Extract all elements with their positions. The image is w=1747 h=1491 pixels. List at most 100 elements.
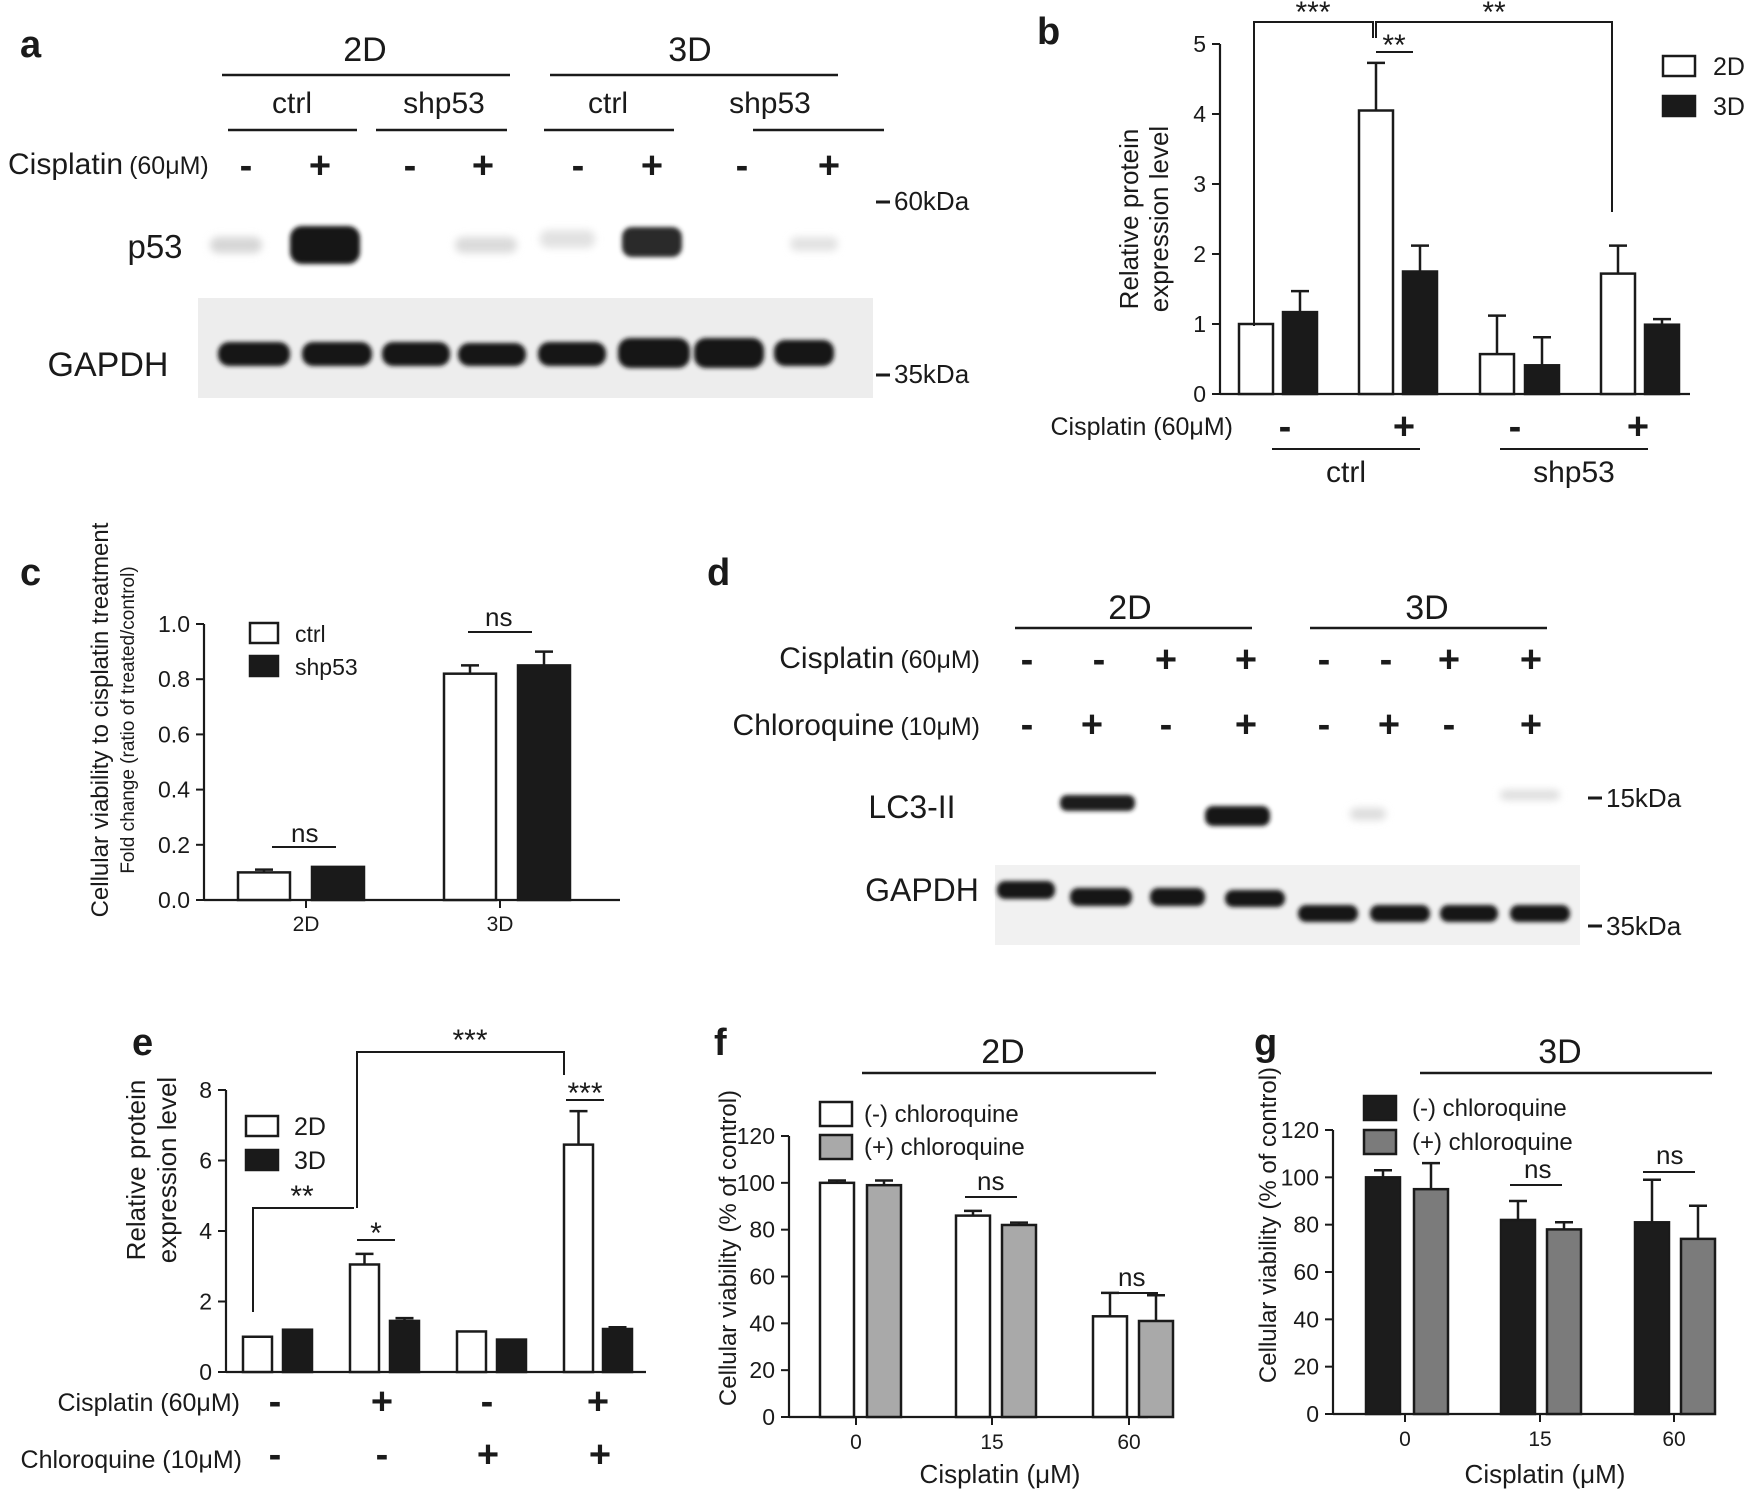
significance-bracket [1253,21,1374,326]
cisplatin-sign: + [1155,639,1177,681]
marker-60kda: 60kDa [894,186,970,216]
sub-label-shp53-3d: shp53 [729,87,811,120]
chloroquine-sign: + [1235,704,1257,746]
y-axis-title-line1: Relative protein [121,1080,151,1261]
cisplatin-conc: (60μM) [900,646,980,674]
band [218,342,290,366]
y-tick-label: 1 [1193,311,1206,337]
cisplatin-sign: - [1093,639,1106,681]
bars [241,1109,634,1374]
condition-label: Cisplatin (60μM) [1050,413,1233,441]
x-tick-label: 15 [980,1431,1003,1454]
bar [455,1330,488,1374]
y-ticks: 0 2 4 6 8 [199,1077,226,1385]
band-faint [210,237,262,253]
marker-15kda: 15kDa [1606,783,1682,813]
chloroquine-sign: + [589,1434,611,1476]
bar [495,1338,528,1374]
bar [1412,1187,1450,1416]
marker-35kda: 35kDa [1606,911,1682,941]
band [1225,890,1285,907]
cisplatin-sign: + [1520,639,1542,681]
y-tick-label: 4 [1193,101,1206,127]
legend-swatch-3d [1661,94,1697,118]
band [1205,806,1270,826]
cisplatin-sign: + [371,1381,393,1423]
condition-signs: - + - + [1279,406,1649,448]
panel-c: c Cellular viability to cisplatin treatm… [20,522,620,936]
group-label-3d: 3D [668,31,711,69]
bar [562,1143,595,1374]
bar [1281,310,1319,396]
band [1370,905,1430,922]
chloroquine-sign: - [1318,704,1331,746]
y-tick-label: 40 [749,1310,775,1336]
y-ticks: 0 1 2 3 4 5 [1193,31,1220,407]
significance-ns-60: ns [1118,1262,1145,1292]
group-label-ctrl: ctrl [1326,456,1366,489]
bar [241,1335,274,1374]
blot-label-p53: p53 [127,228,182,265]
panel-d-letter: d [707,552,730,594]
chloroquine-row-label: Chloroquine (10μM) [733,709,980,742]
gapdh-blot-background [198,298,873,398]
chloroquine-sign: + [1520,704,1542,746]
group-label-2d: 2D [343,31,386,69]
significance-label: ** [1382,29,1406,62]
bar [1523,364,1561,396]
y-axis-title: Cellular viability (% of control) [715,1090,742,1406]
significance-ns-60: ns [1656,1140,1683,1170]
bar [865,1183,903,1419]
cisplatin-sign: + [1235,639,1257,681]
y-tick-label: 0 [1306,1401,1319,1427]
band [694,338,764,368]
significance-ns-3d: ns [485,602,512,632]
treatment-sign: + [472,145,494,187]
lc3-blot [1060,790,1560,826]
y-tick-label: 60 [1293,1259,1319,1285]
legend-swatch-ctrl [248,621,280,645]
y-axis-label: Relative protein expression level [1114,126,1174,312]
panel-d: d 2D 3D Cisplatin (60μM) Chloroquine (10μM… [707,552,1682,945]
panel-g-title: 3D [1538,1033,1581,1071]
bar [1364,1176,1402,1416]
blot-label-gapdh: GAPDH [865,872,979,908]
band [538,342,606,366]
band-faint [1350,808,1386,820]
condition-signs: - + - + - - + + [269,1381,611,1476]
y-tick-label: 100 [737,1170,775,1196]
y-ticks: 0.0 0.2 0.4 0.6 0.8 1.0 [158,611,204,913]
bars [236,650,572,902]
y-tick-label: 0.0 [158,887,190,913]
significance-label: *** [1295,0,1330,29]
x-axis-title: Cisplatin (μM) [920,1459,1081,1489]
treatment-sign: + [641,145,663,187]
bar [1237,322,1275,396]
band-faint [540,230,595,248]
y-tick-label: 3 [1193,171,1206,197]
y-tick-label: 60 [749,1264,775,1290]
legend-label-plus-chloroquine: (+) chloroquine [864,1134,1025,1161]
cisplatin-row-label: Cisplatin (60μM) [8,148,209,181]
cisplatin-row-label: Cisplatin (60μM) [779,642,980,675]
treatment-sign: - [736,145,749,187]
cisplatin-sign: - [1380,639,1393,681]
bar [236,871,292,902]
cisplatin-sign: + [1438,639,1460,681]
bar [1633,1221,1671,1416]
band-strong [290,226,360,264]
x-tick-label: 0 [850,1431,862,1454]
condition-sign: - [1509,406,1522,448]
y-tick-label: 40 [1293,1306,1319,1332]
y-tick-label: 4 [199,1218,212,1244]
bar [348,1263,381,1374]
legend-swatch-minus-chloroquine [1362,1094,1398,1122]
x-tick-label: 0 [1399,1428,1411,1451]
bar [1000,1223,1038,1419]
bars [818,1179,1175,1419]
group-label-3d: 3D [1405,589,1448,627]
panel-f: f 2D Cellular viability (% of control) 0… [714,1022,1175,1489]
x-tick-label: 60 [1662,1428,1685,1451]
legend-swatch-3d [244,1148,280,1172]
legend-label-minus-chloroquine: (-) chloroquine [864,1101,1019,1128]
